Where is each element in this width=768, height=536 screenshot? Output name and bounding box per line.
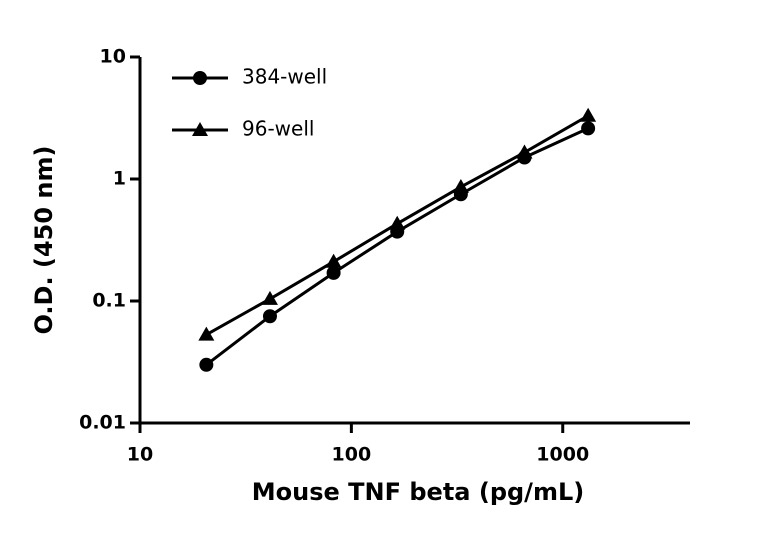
x-tick-label: 100 [332, 444, 372, 466]
y-axis-label: O.D. (450 nm) [30, 146, 58, 335]
y-tick-label: 0.01 [79, 412, 126, 434]
marker [199, 357, 214, 372]
marker [581, 121, 596, 136]
marker [389, 215, 406, 230]
marker [326, 265, 341, 280]
x-axis-label: Mouse TNF beta (pg/mL) [252, 478, 584, 506]
marker [325, 253, 342, 268]
marker [198, 326, 215, 341]
marker [262, 309, 277, 324]
legend-label: 96-well [242, 117, 314, 141]
marker [516, 144, 533, 159]
marker [452, 178, 469, 193]
x-tick-label: 10 [127, 444, 153, 466]
y-tick-label: 0.1 [92, 290, 126, 312]
legend-label: 384-well [242, 65, 327, 89]
legend-marker [193, 71, 207, 85]
marker [580, 107, 597, 122]
x-tick-label: 1000 [536, 444, 589, 466]
legend-marker [192, 122, 208, 136]
line [205, 127, 589, 366]
y-tick-label: 1 [113, 168, 126, 190]
marker [261, 290, 278, 305]
y-tick-label: 10 [100, 46, 126, 68]
